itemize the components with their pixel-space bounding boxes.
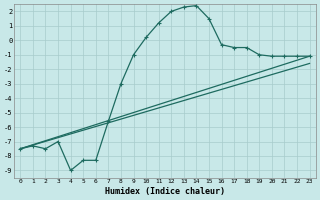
X-axis label: Humidex (Indice chaleur): Humidex (Indice chaleur) <box>105 187 225 196</box>
